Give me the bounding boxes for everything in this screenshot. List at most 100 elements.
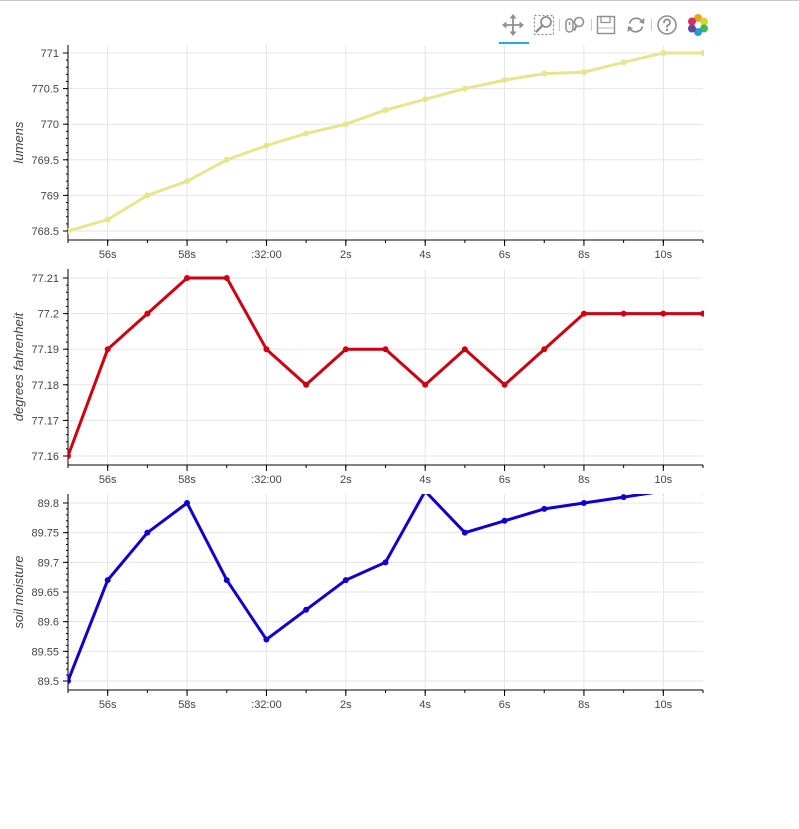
data-point[interactable] bbox=[303, 606, 310, 613]
x-tick-label: 56s bbox=[99, 249, 117, 261]
data-point[interactable] bbox=[620, 59, 627, 66]
series-line bbox=[68, 276, 704, 458]
help-tool-button[interactable] bbox=[654, 12, 680, 38]
data-point[interactable] bbox=[423, 489, 428, 495]
data-point[interactable] bbox=[263, 636, 270, 643]
x-tick-label: :32:00 bbox=[251, 699, 282, 711]
toolbar-separator bbox=[591, 19, 592, 31]
data-point[interactable] bbox=[104, 216, 111, 223]
series-group bbox=[66, 489, 706, 684]
y-tick-label: 770 bbox=[41, 119, 59, 131]
soil-moisture-plot[interactable]: 89.5 89.55 89.6 89.65 89.7 89.75 89.8 56s 58s:32… bbox=[0, 489, 799, 711]
pan-tool-button[interactable] bbox=[499, 12, 529, 44]
data-point[interactable] bbox=[223, 577, 230, 584]
data-point[interactable] bbox=[382, 346, 389, 353]
y-tick-label: 769.5 bbox=[31, 155, 59, 167]
box-zoom-tool-button[interactable] bbox=[531, 12, 557, 38]
data-point[interactable] bbox=[541, 70, 548, 77]
data-point[interactable] bbox=[303, 130, 310, 137]
data-point[interactable] bbox=[422, 96, 429, 103]
x-tick-label: 56s bbox=[99, 699, 117, 711]
chart-frame-group: 768.5 769 769.5 770 770.5 771 56s 58s:32:00 2s 4s… bbox=[11, 45, 704, 261]
data-point[interactable] bbox=[66, 678, 71, 684]
data-point[interactable] bbox=[620, 494, 627, 501]
data-point[interactable] bbox=[263, 346, 270, 353]
y-tick-label: 89.8 bbox=[38, 498, 59, 510]
data-point[interactable] bbox=[382, 106, 389, 113]
data-point[interactable] bbox=[461, 346, 468, 353]
data-point[interactable] bbox=[342, 577, 349, 584]
save-icon bbox=[596, 15, 616, 35]
data-point[interactable] bbox=[66, 228, 71, 234]
x-tick-label: 58s bbox=[178, 474, 196, 486]
data-point[interactable] bbox=[104, 346, 111, 353]
series-line bbox=[68, 494, 655, 683]
data-point[interactable] bbox=[303, 381, 310, 388]
data-point[interactable] bbox=[700, 50, 706, 56]
data-point[interactable] bbox=[144, 192, 151, 199]
data-point[interactable] bbox=[342, 121, 349, 128]
data-point[interactable] bbox=[620, 310, 627, 317]
data-point[interactable] bbox=[144, 310, 151, 317]
x-tick-label: 2s bbox=[340, 699, 352, 711]
y-tick-label: 89.75 bbox=[31, 528, 59, 540]
reset-tool-button[interactable] bbox=[623, 12, 649, 38]
data-point[interactable] bbox=[342, 346, 349, 353]
lumens-plot[interactable]: 768.5 769 769.5 770 770.5 771 56s 58s:32:00 2s 4s… bbox=[0, 40, 799, 261]
x-tick-label: :32:00 bbox=[251, 474, 282, 486]
temperature-plot[interactable]: 77.16 77.17 77.18 77.19 77.2 77.21 56s 58s:32:0… bbox=[0, 265, 799, 486]
data-point[interactable] bbox=[184, 500, 191, 506]
bokeh-logo-link[interactable] bbox=[685, 12, 711, 38]
data-point[interactable] bbox=[461, 529, 468, 536]
x-tick-label: 10s bbox=[654, 474, 672, 486]
y-axis-label: soil moisture bbox=[11, 556, 26, 629]
data-point[interactable] bbox=[660, 50, 667, 56]
lumens-chart: 768.5 769 769.5 770 770.5 771 56s 58s:32:00 2s 4s… bbox=[11, 45, 706, 261]
data-point[interactable] bbox=[184, 178, 191, 185]
data-point[interactable] bbox=[501, 517, 508, 524]
data-point[interactable] bbox=[501, 77, 508, 84]
y-tick-label: 768.5 bbox=[31, 226, 59, 238]
move-icon bbox=[502, 14, 524, 36]
data-point[interactable] bbox=[104, 577, 111, 584]
data-point[interactable] bbox=[580, 69, 587, 76]
data-point[interactable] bbox=[263, 142, 270, 149]
temperature-chart: 77.16 77.17 77.18 77.19 77.2 77.21 56s 58s:32:0… bbox=[11, 269, 706, 486]
y-axis-label: lumens bbox=[11, 121, 26, 163]
y-tick-label: 769 bbox=[41, 190, 59, 202]
x-tick-label: 58s bbox=[178, 699, 196, 711]
data-point[interactable] bbox=[580, 500, 587, 506]
save-tool-button[interactable] bbox=[593, 12, 619, 38]
data-point[interactable] bbox=[701, 489, 706, 495]
x-tick-label: 6s bbox=[499, 474, 511, 486]
data-point[interactable] bbox=[223, 156, 230, 163]
y-tick-label: 89.6 bbox=[38, 617, 59, 629]
chart-frame-group: 89.5 89.55 89.6 89.65 89.7 89.75 89.8 56s 58s:32… bbox=[11, 494, 704, 711]
data-point[interactable] bbox=[700, 310, 706, 317]
y-tick-label: 89.7 bbox=[38, 557, 59, 569]
top-border bbox=[0, 0, 799, 1]
x-tick-label: 10s bbox=[654, 249, 672, 261]
data-point[interactable] bbox=[144, 529, 151, 536]
x-tick-label: 4s bbox=[419, 699, 431, 711]
data-point[interactable] bbox=[461, 85, 468, 92]
wheel-zoom-tool-button[interactable] bbox=[562, 12, 588, 38]
y-tick-label: 89.5 bbox=[38, 676, 59, 688]
data-point[interactable] bbox=[382, 559, 389, 566]
data-point[interactable] bbox=[661, 489, 666, 495]
data-point[interactable] bbox=[660, 310, 667, 317]
data-point[interactable] bbox=[223, 275, 230, 281]
data-point[interactable] bbox=[541, 346, 548, 353]
data-point[interactable] bbox=[66, 453, 71, 459]
help-icon bbox=[657, 15, 677, 35]
data-point[interactable] bbox=[501, 381, 508, 388]
wheel-zoom-icon bbox=[565, 16, 585, 33]
data-point[interactable] bbox=[541, 505, 548, 512]
data-point[interactable] bbox=[184, 275, 191, 281]
toolbar-separator bbox=[559, 19, 560, 31]
x-tick-label: 10s bbox=[654, 699, 672, 711]
data-point[interactable] bbox=[422, 381, 429, 388]
y-tick-label: 77.18 bbox=[31, 380, 59, 392]
x-tick-label: 2s bbox=[340, 474, 352, 486]
data-point[interactable] bbox=[580, 310, 587, 317]
